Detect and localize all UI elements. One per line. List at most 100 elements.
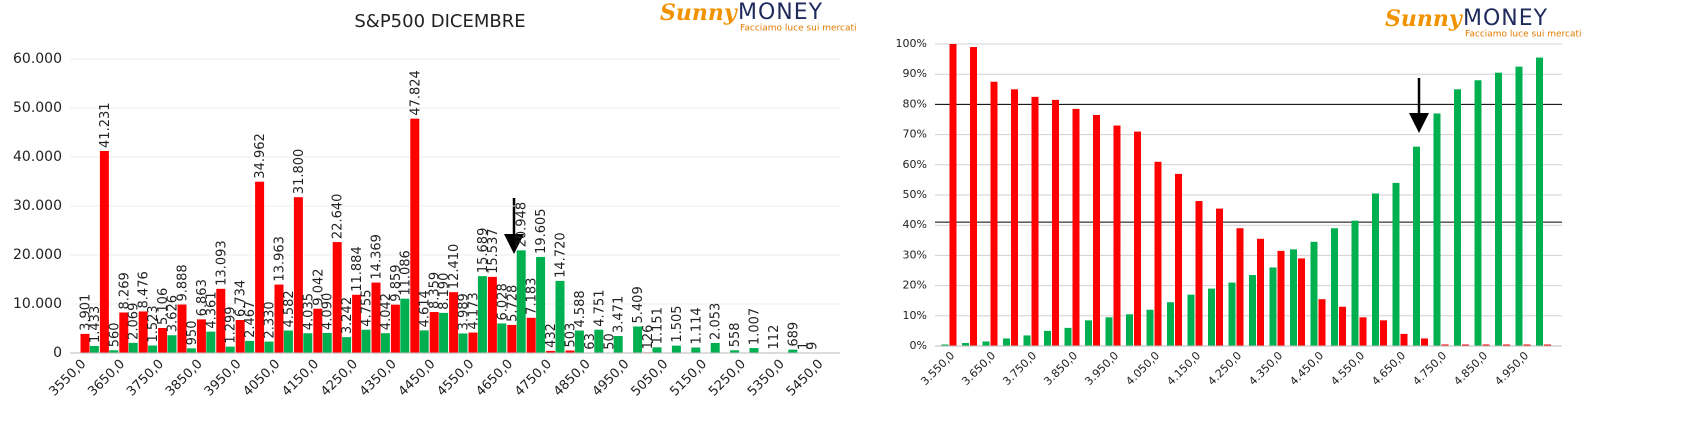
bar [119,312,129,353]
bar [970,47,977,347]
bar [1392,182,1400,346]
data-label: 31.800 [292,149,307,195]
y-tick-label: 100% [896,37,927,50]
data-label: 14.720 [554,232,569,278]
bar [730,350,740,353]
data-label: 4.755 [360,289,375,326]
bar [99,150,109,353]
bar [1011,89,1018,347]
bar [303,333,313,353]
bar [1298,258,1305,346]
bar [1208,288,1215,346]
bar [594,329,604,353]
data-label: 4.173 [467,292,482,329]
data-label: 8.476 [137,271,152,308]
bar [1441,344,1449,346]
logo-name: MONEY [1463,6,1548,31]
bar [574,330,584,353]
data-label: 4.361 [204,291,219,328]
bar [206,331,216,353]
bar [1175,173,1182,346]
logo-brand: Sunny [1385,6,1464,32]
bar [1216,208,1223,346]
data-label: 1.114 [689,307,704,344]
bar [1195,201,1203,346]
data-label: 6.028 [495,283,510,320]
data-label: 9.888 [176,264,191,301]
bar [1187,294,1195,346]
bar [1515,66,1523,347]
bar [1031,96,1039,346]
bar [274,284,284,353]
bar [138,311,148,353]
bar [352,294,362,353]
data-label: 11.086 [398,250,413,296]
bar [1167,302,1174,346]
bar [1462,344,1469,346]
bar [477,276,487,353]
bar [468,332,478,353]
bar [264,341,274,353]
bar [1536,57,1543,347]
data-label: 4.090 [321,293,336,330]
data-label: 6.863 [195,279,210,316]
bar [1290,249,1297,346]
data-label: 8.190 [437,273,452,310]
bar [526,317,536,353]
bar [80,333,90,353]
y-tick-label: 0% [910,339,927,352]
bar [1249,275,1256,346]
bar [439,312,449,353]
data-label: 126 [641,325,656,350]
data-label: 2.330 [263,301,278,338]
data-label: 4.582 [282,290,297,327]
data-label: 4.751 [592,290,607,327]
data-label: 1 [796,342,811,350]
y-tick-label: 70% [903,128,927,141]
data-label: 1.433 [88,306,103,343]
bar [400,298,410,353]
bar [1113,125,1121,346]
bar [1351,220,1359,346]
data-label: 47.824 [408,70,423,116]
y-tick-label: 80% [903,97,927,110]
bar [216,288,226,353]
bar [429,312,439,353]
bar [332,242,342,353]
data-label: 689 [786,322,801,347]
y-tick-label: 0 [53,345,62,361]
bar [1331,228,1338,346]
bar [128,342,138,353]
data-label: 19.605 [534,208,549,254]
data-label: 34.962 [253,133,268,179]
y-tick-label: 60% [903,158,927,171]
data-label: 63 [583,333,598,350]
data-label: 9.859 [389,264,404,301]
y-tick-label: 40% [903,218,927,231]
data-label: 3.989 [457,293,472,330]
bar [613,335,623,353]
data-label: 1.523 [146,305,161,342]
bar [1228,282,1236,346]
bar [788,349,798,353]
bar [1085,320,1092,346]
bar [235,320,245,353]
bar [1310,241,1318,346]
data-label: 112 [767,325,782,350]
data-label: 5.409 [631,286,646,323]
data-label: 13.093 [214,240,229,285]
bar [1482,344,1490,346]
data-label: 1.007 [748,308,763,345]
bar [1146,309,1154,346]
bar [361,329,371,353]
bar [167,335,177,353]
bar [949,44,957,346]
bar [1380,320,1387,346]
data-label: 5.728 [505,285,520,322]
bar [1544,344,1551,346]
bar [990,81,998,346]
bar [1277,250,1285,346]
bar [671,345,681,353]
data-label: 5.106 [156,288,171,325]
